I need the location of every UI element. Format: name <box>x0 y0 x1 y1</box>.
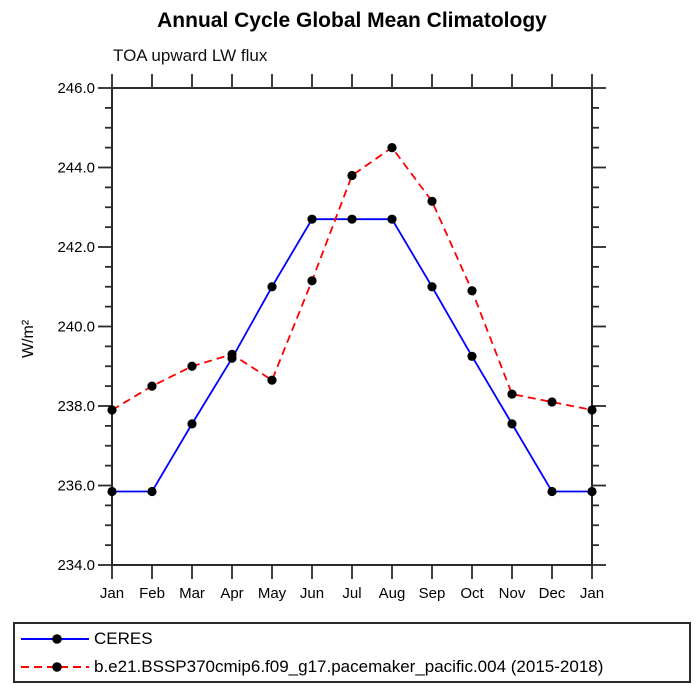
legend-line-sample-model <box>21 661 89 672</box>
x-tick-label: Dec <box>539 585 566 602</box>
y-tick-label: 234.0 <box>57 557 95 574</box>
legend-box: CERES b.e21.BSSP370cmip6.f09_g17.pacemak… <box>13 622 691 683</box>
legend-line-sample-ceres <box>21 633 89 644</box>
model-data-point-marker <box>267 375 277 385</box>
x-tick-label: Jun <box>300 585 324 602</box>
y-tick-label: 236.0 <box>57 478 95 495</box>
legend-label-ceres: CERES <box>94 628 153 648</box>
x-tick-label: Sep <box>419 585 446 602</box>
model-data-point-marker <box>587 405 597 415</box>
ceres-data-point-marker <box>587 486 597 497</box>
y-tick-label: 244.0 <box>57 160 95 177</box>
ceres-data-point-marker <box>387 214 397 224</box>
ceres-data-point-marker <box>427 282 437 292</box>
model-data-point-marker <box>227 349 237 359</box>
x-tick-label: Aug <box>379 585 406 602</box>
x-tick-label: Jan <box>580 585 604 602</box>
model-data-point-marker <box>507 389 517 399</box>
x-tick-label: Jan <box>100 585 124 602</box>
model-data-point-marker <box>427 196 437 206</box>
x-tick-label: Apr <box>220 585 243 602</box>
ceres-data-point-marker <box>107 486 117 497</box>
legend-item-model: b.e21.BSSP370cmip6.f09_g17.pacemaker_pac… <box>20 654 689 680</box>
legend-marker-icon <box>52 633 62 644</box>
x-tick-label: Nov <box>499 585 526 602</box>
ceres-data-point-marker <box>347 214 357 224</box>
model-line <box>111 146 593 411</box>
model-data-point-marker <box>547 397 557 407</box>
ceres-data-point-marker <box>467 351 477 361</box>
y-tick-label: 238.0 <box>57 398 95 415</box>
y-tick-label: 240.0 <box>57 319 95 336</box>
chart-subtitle: TOA upward LW flux <box>113 46 268 65</box>
x-tick-label: Oct <box>460 585 484 602</box>
ceres-data-point-marker <box>507 419 517 429</box>
plot-frame <box>111 87 593 566</box>
legend-label-model: b.e21.BSSP370cmip6.f09_g17.pacemaker_pac… <box>94 656 604 676</box>
x-tick-label: Feb <box>139 585 165 602</box>
chart-plot-area: 246.0 244.0 242.0 240.0 238.0 236.0 234.0 Jan Fe… <box>57 74 606 602</box>
model-data-point-marker <box>467 286 477 296</box>
ceres-data-point-marker <box>147 486 157 497</box>
ceres-data-point-marker <box>187 419 197 429</box>
model-data-point-marker <box>187 361 197 371</box>
ceres-data-point-marker <box>307 214 317 224</box>
model-data-point-marker <box>307 276 317 286</box>
chart-title: Annual Cycle Global Mean Climatology <box>157 9 547 32</box>
x-tick-label: May <box>258 585 287 602</box>
model-data-point-marker <box>147 381 157 391</box>
ceres-line <box>112 218 592 493</box>
ceres-data-point-marker <box>547 486 557 497</box>
x-tick-label: Mar <box>179 585 205 602</box>
model-data-point-marker <box>387 143 397 153</box>
y-tick-label: 242.0 <box>57 239 95 256</box>
ceres-data-point-marker <box>267 282 277 292</box>
legend-marker-icon <box>52 661 62 672</box>
model-data-point-marker <box>347 170 357 181</box>
y-tick-label: 246.0 <box>57 80 95 97</box>
legend-item-ceres: CERES <box>20 626 689 652</box>
model-data-point-marker <box>107 405 117 415</box>
x-tick-label: Jul <box>342 585 361 602</box>
